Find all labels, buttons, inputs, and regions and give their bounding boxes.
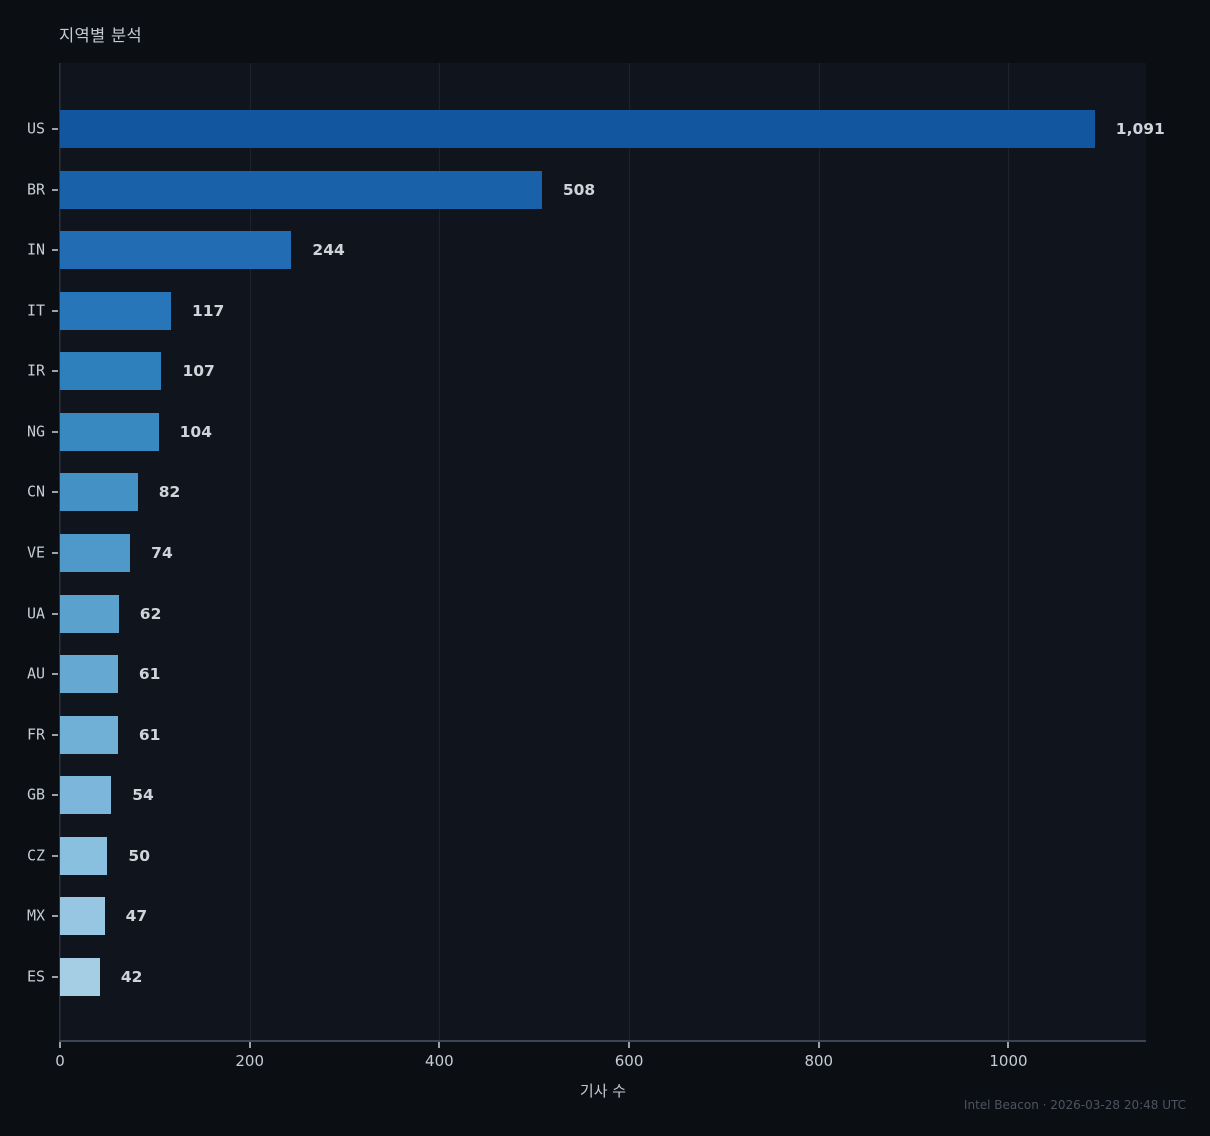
footer-attribution: Intel Beacon · 2026-03-28 20:48 UTC — [963, 1098, 1186, 1112]
y-tick — [52, 370, 58, 373]
bar-value-label: 54 — [132, 786, 154, 805]
bar — [60, 110, 1095, 148]
x-axis-spine — [59, 1040, 1146, 1042]
bar — [60, 473, 138, 512]
x-tick — [248, 1042, 251, 1048]
bar-value-label: 50 — [128, 846, 150, 865]
bar — [60, 594, 119, 633]
y-tick-label: AU — [26, 664, 45, 683]
x-tick-label: 200 — [235, 1052, 265, 1070]
y-tick-label: ES — [26, 967, 45, 986]
bar — [60, 957, 100, 996]
bar — [60, 291, 171, 330]
x-tick-label: 600 — [614, 1052, 644, 1070]
y-tick — [52, 915, 58, 918]
gridline — [439, 63, 441, 1040]
x-tick — [1007, 1042, 1010, 1048]
bar — [60, 836, 108, 875]
y-tick — [52, 491, 58, 494]
y-tick — [52, 430, 58, 433]
y-tick — [52, 309, 58, 312]
bar-value-label: 47 — [125, 907, 148, 926]
gridline — [629, 63, 631, 1040]
x-tick — [59, 1042, 61, 1048]
y-tick-label: IT — [26, 300, 45, 319]
gridline — [818, 63, 820, 1040]
bar — [60, 170, 542, 209]
y-tick-label: GB — [26, 785, 45, 804]
gridline — [1008, 63, 1010, 1040]
bar — [60, 231, 292, 270]
bar-value-label: 61 — [138, 665, 161, 684]
y-tick-label: NG — [26, 422, 45, 441]
plot-area: 기사 수 0 200 400 600 800 1000 US 1,091 BR 508 IN 244 I… — [27, 63, 1165, 1100]
y-tick — [52, 249, 58, 252]
x-axis-title: 기사 수 — [579, 1082, 627, 1100]
y-tick — [52, 128, 58, 130]
bar-value-label: 42 — [120, 967, 143, 986]
bar — [60, 776, 112, 815]
gridline — [249, 63, 251, 1040]
y-tick — [52, 551, 58, 554]
y-tick-label: US — [26, 119, 45, 138]
bar-value-label: 1,091 — [1115, 120, 1165, 138]
x-tick — [817, 1042, 820, 1048]
y-tick-label: CN — [26, 482, 45, 501]
bar-value-label: 117 — [191, 301, 225, 320]
bar-value-label: 74 — [151, 543, 173, 562]
bar — [60, 412, 159, 451]
chart-title: 지역별 분석 — [59, 26, 142, 45]
bar-value-label: 107 — [182, 362, 215, 381]
bar-value-label: 244 — [312, 241, 345, 260]
y-tick-label: CZ — [26, 846, 45, 865]
bar — [60, 352, 162, 391]
y-tick-label: FR — [26, 724, 45, 743]
x-tick-label: 800 — [804, 1052, 834, 1070]
bar-value-label: 82 — [158, 483, 181, 502]
y-tick-label: IR — [26, 361, 45, 380]
y-tick — [52, 854, 58, 857]
x-tick-label: 400 — [425, 1052, 454, 1070]
x-tick — [628, 1042, 631, 1048]
bar-value-label: 62 — [139, 604, 162, 623]
y-tick-label: UA — [26, 603, 45, 622]
y-tick — [52, 673, 58, 676]
y-tick — [52, 612, 58, 615]
bar-value-label: 104 — [179, 422, 212, 441]
bar-value-label: 508 — [562, 180, 596, 199]
y-tick-label: IN — [26, 240, 45, 259]
y-tick — [52, 794, 58, 797]
bar-value-label: 61 — [138, 725, 161, 744]
y-tick — [52, 188, 58, 191]
x-tick — [438, 1042, 441, 1048]
bar — [60, 655, 118, 694]
y-tick — [52, 975, 58, 978]
bar — [60, 715, 118, 754]
y-axis-spine — [59, 63, 61, 1040]
y-tick-label: MX — [26, 906, 45, 925]
y-tick-label: BR — [26, 179, 45, 198]
x-tick-label: 1000 — [989, 1052, 1028, 1070]
x-tick-label: 0 — [55, 1052, 65, 1070]
y-tick — [52, 733, 58, 736]
y-tick-label: VE — [26, 543, 45, 562]
bar — [60, 533, 131, 572]
bar — [60, 897, 105, 936]
